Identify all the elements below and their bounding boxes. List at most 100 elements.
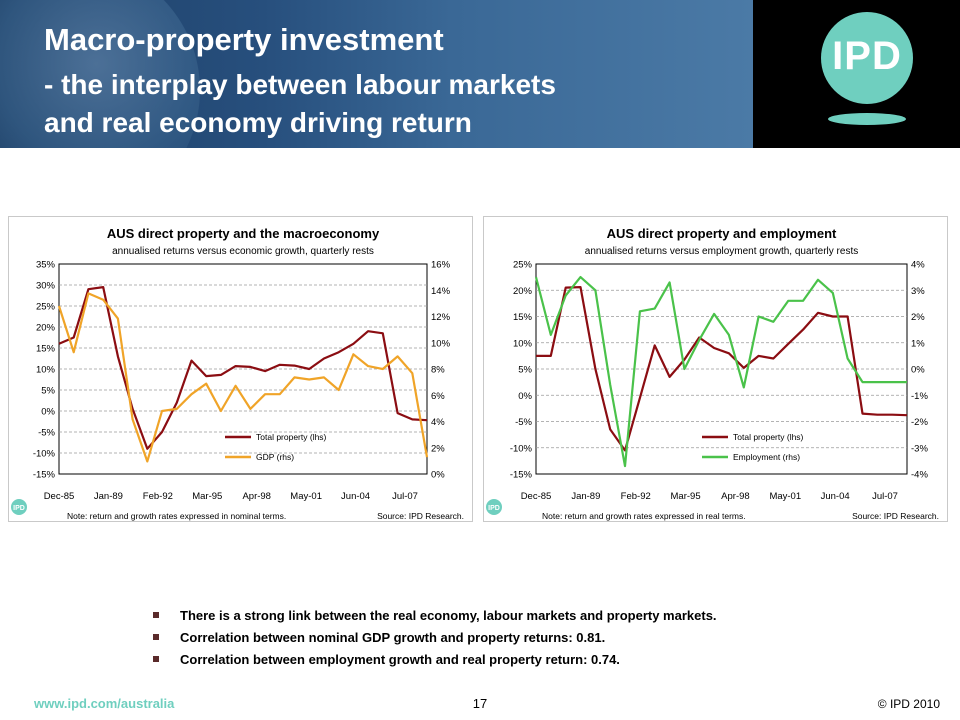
x-tick-label: Feb-92 <box>621 491 651 502</box>
bullet-item: Correlation between nominal GDP growth a… <box>150 630 910 652</box>
globe-graphic <box>0 0 200 148</box>
slide-header: IPD Macro-property investment - the inte… <box>0 0 960 148</box>
y-right-tick-label: 3% <box>911 286 925 297</box>
header-banner <box>0 0 753 148</box>
y-right-tick-label: 2% <box>911 312 925 323</box>
x-tick-label: May-01 <box>290 491 322 502</box>
y-left-tick-label: -15% <box>33 470 56 481</box>
y-left-tick-label: -15% <box>510 470 533 481</box>
chart-macroeconomy: AUS direct property and the macroeconomy… <box>8 216 473 522</box>
bullet-square-icon <box>153 634 159 640</box>
x-tick-label: Apr-98 <box>721 491 750 502</box>
x-tick-label: Dec-85 <box>521 491 552 502</box>
bullet-text: Correlation between nominal GDP growth a… <box>180 630 606 645</box>
chart-source: Source: IPD Research. <box>377 511 464 521</box>
x-tick-label: May-01 <box>769 491 801 502</box>
y-left-tick-label: 20% <box>513 286 533 297</box>
ipd-badge-icon <box>11 499 27 515</box>
y-right-tick-label: -2% <box>911 417 928 428</box>
page-number: 17 <box>472 696 488 711</box>
bullet-square-icon <box>153 656 159 662</box>
chart-employment-svg: AUS direct property and employment annual… <box>486 226 939 521</box>
bullet-item: There is a strong link between the real … <box>150 608 910 630</box>
y-right-tick-label: -1% <box>911 391 928 402</box>
y-right-tick-label: 2% <box>431 443 445 454</box>
x-tick-label: Feb-92 <box>143 491 173 502</box>
y-right-tick-label: 6% <box>431 391 445 402</box>
chart-source: Source: IPD Research. <box>852 511 939 521</box>
y-right-tick-label: -3% <box>911 443 928 454</box>
x-tick-label: Jun-04 <box>821 491 850 502</box>
ipd-badge-text: IPD <box>13 505 25 512</box>
slide-title-line1: Macro-property investment <box>44 22 444 57</box>
bullet-list: There is a strong link between the real … <box>150 608 910 674</box>
ipd-badge-icon <box>486 499 502 515</box>
x-tick-label: Apr-98 <box>242 491 271 502</box>
chart-macroeconomy-svg: AUS direct property and the macroeconomy… <box>11 226 464 521</box>
y-left-tick-label: 10% <box>36 365 56 376</box>
series-line-2 <box>57 292 429 463</box>
bullet-square-icon <box>153 612 159 618</box>
x-tick-label: Jan-89 <box>571 491 600 502</box>
y-right-tick-label: 0% <box>431 470 445 481</box>
y-right-tick-label: 14% <box>431 286 451 297</box>
ipd-badge-text: IPD <box>488 505 500 512</box>
y-left-tick-label: 0% <box>518 391 532 402</box>
y-right-tick-label: 12% <box>431 312 451 323</box>
slide-title-line2: - the interplay between labour markets <box>44 69 556 100</box>
y-right-tick-label: 1% <box>911 338 925 349</box>
x-tick-label: Mar-95 <box>671 491 701 502</box>
y-left-tick-label: -10% <box>33 449 56 460</box>
series-line-1 <box>536 285 908 452</box>
y-right-tick-label: -4% <box>911 470 928 481</box>
chart-note: Note: return and growth rates expressed … <box>67 511 286 521</box>
footer-url-link[interactable]: www.ipd.com/australia <box>34 696 175 711</box>
y-left-tick-label: 35% <box>36 260 56 271</box>
chart-note: Note: return and growth rates expressed … <box>542 511 746 521</box>
slide-title-line3: and real economy driving return <box>44 107 472 138</box>
legend-label: Employment (rhs) <box>733 452 800 462</box>
x-tick-label: Jun-04 <box>341 491 370 502</box>
x-tick-label: Dec-85 <box>44 491 75 502</box>
y-left-tick-label: 15% <box>513 312 533 323</box>
x-tick-label: Mar-95 <box>192 491 222 502</box>
y-right-tick-label: 16% <box>431 260 451 271</box>
y-right-tick-label: 0% <box>911 365 925 376</box>
y-left-tick-label: 5% <box>518 365 532 376</box>
x-tick-label: Jul-07 <box>872 491 898 502</box>
logo-underline <box>828 113 906 125</box>
bullet-item: Correlation between employment growth an… <box>150 652 910 674</box>
ipd-logo-text: IPD <box>832 34 902 78</box>
y-right-tick-label: 4% <box>911 260 925 271</box>
chart-subtitle: annualised returns versus economic growt… <box>112 246 374 257</box>
chart-title: AUS direct property and the macroeconomy <box>107 226 380 241</box>
y-left-tick-label: 10% <box>513 338 533 349</box>
series-line-2 <box>534 275 907 468</box>
y-left-tick-label: -5% <box>38 428 55 439</box>
y-left-tick-label: 25% <box>36 302 56 313</box>
y-right-tick-label: 4% <box>431 417 445 428</box>
copyright-text: © IPD 2010 <box>877 697 940 711</box>
y-left-tick-label: -10% <box>510 443 533 454</box>
chart-title: AUS direct property and employment <box>607 226 837 241</box>
y-left-tick-label: 20% <box>36 323 56 334</box>
ipd-logo-icon <box>821 12 913 104</box>
legend-label: Total property (lhs) <box>733 432 804 442</box>
y-left-tick-label: 5% <box>41 386 55 397</box>
y-left-tick-label: 15% <box>36 344 56 355</box>
series-line-1 <box>58 285 428 450</box>
y-left-tick-label: -5% <box>515 417 532 428</box>
bullet-text: There is a strong link between the real … <box>180 608 717 623</box>
y-left-tick-label: 25% <box>513 260 533 271</box>
y-left-tick-label: 30% <box>36 281 56 292</box>
y-left-tick-label: 0% <box>41 407 55 418</box>
legend-label: Total property (lhs) <box>256 432 327 442</box>
legend-label: GDP (rhs) <box>256 452 294 462</box>
x-tick-label: Jan-89 <box>94 491 123 502</box>
chart-employment: AUS direct property and employment annual… <box>483 216 948 522</box>
x-tick-label: Jul-07 <box>392 491 418 502</box>
chart-subtitle: annualised returns versus employment gro… <box>585 246 858 257</box>
y-right-tick-label: 10% <box>431 338 451 349</box>
bullet-text: Correlation between employment growth an… <box>180 652 620 667</box>
y-right-tick-label: 8% <box>431 365 445 376</box>
